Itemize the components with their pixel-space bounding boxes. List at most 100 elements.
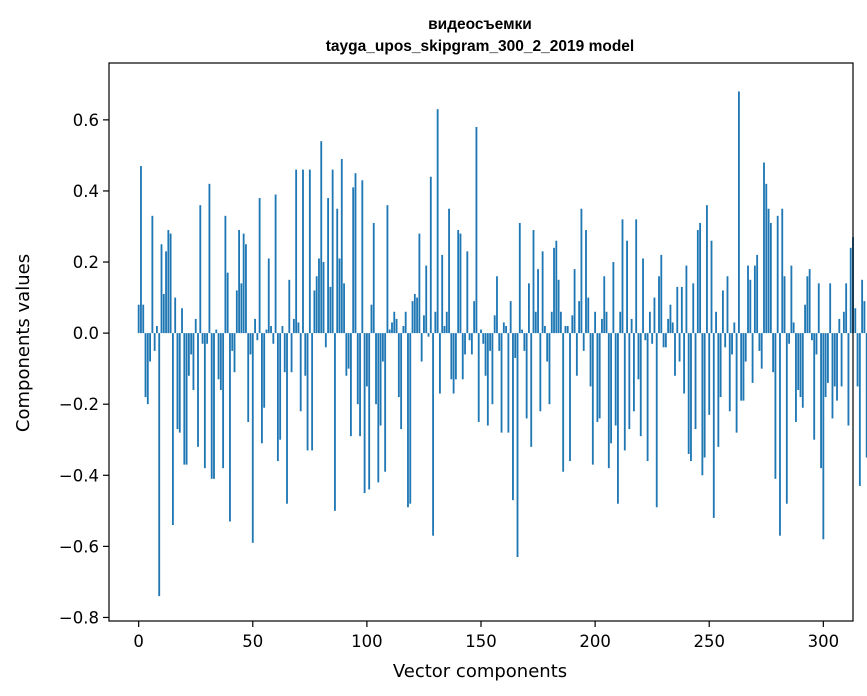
bar: [683, 333, 686, 394]
bar: [279, 333, 282, 440]
bar: [801, 333, 804, 408]
y-tick-label: 0.6: [73, 111, 99, 130]
bar: [439, 333, 441, 394]
x-tick-label: 150: [465, 632, 497, 651]
bar: [678, 333, 681, 362]
bar: [722, 290, 724, 334]
bar: [566, 326, 569, 334]
bar: [646, 333, 649, 462]
bar: [708, 333, 711, 415]
bar: [286, 333, 288, 504]
bar: [466, 251, 469, 334]
bar: [238, 230, 240, 334]
bar: [569, 333, 571, 462]
bar: [418, 233, 421, 334]
bar: [224, 215, 227, 334]
bar: [267, 258, 270, 334]
bar: [217, 333, 220, 380]
bar: [297, 322, 300, 334]
bar: [676, 286, 679, 334]
bar: [377, 333, 380, 483]
bar: [607, 333, 610, 469]
bar: [174, 297, 177, 334]
bar: [690, 333, 692, 462]
bar: [758, 333, 761, 351]
bar: [573, 269, 576, 334]
bar-series: [137, 91, 867, 597]
bar: [767, 208, 770, 334]
bar: [831, 333, 834, 419]
bar: [847, 333, 850, 426]
y-tick-label: 0.2: [73, 253, 99, 272]
bar: [753, 265, 756, 334]
bar: [856, 333, 859, 387]
bar: [334, 333, 336, 511]
bar: [543, 326, 546, 334]
bar: [498, 333, 501, 351]
bar: [459, 233, 462, 334]
bar: [413, 294, 416, 334]
bar: [596, 333, 599, 422]
bar: [388, 329, 391, 334]
bar: [206, 333, 209, 344]
bar: [735, 333, 738, 433]
bar: [726, 276, 729, 334]
bar: [379, 333, 382, 426]
bar: [452, 333, 455, 394]
bar: [372, 222, 375, 334]
bar: [153, 333, 156, 351]
y-tick-label: −0.6: [59, 537, 99, 556]
bar: [514, 333, 517, 358]
bar: [601, 318, 603, 334]
bar: [295, 169, 298, 334]
bar: [747, 265, 749, 334]
bar: [523, 333, 526, 351]
bar: [653, 297, 656, 334]
bar: [525, 333, 528, 419]
chart-title-line1: видеосъемки: [428, 16, 532, 33]
bar: [795, 333, 797, 422]
bar: [308, 169, 311, 334]
bar: [445, 311, 448, 334]
bar: [694, 333, 697, 430]
bar: [283, 333, 286, 373]
bar: [865, 333, 867, 458]
bar: [553, 247, 555, 334]
bar: [557, 279, 560, 334]
bar: [822, 333, 825, 540]
bar: [199, 205, 202, 334]
bar: [548, 333, 551, 405]
bar: [623, 333, 626, 451]
bar: [336, 208, 339, 334]
bar: [165, 251, 167, 334]
bar: [685, 265, 688, 334]
bar: [815, 333, 818, 355]
bar: [849, 247, 852, 334]
bar: [327, 198, 330, 334]
bar: [416, 297, 419, 334]
y-tick-label: −0.8: [59, 608, 99, 627]
bar: [838, 318, 841, 334]
bar: [441, 254, 444, 334]
bar: [637, 333, 640, 380]
bar: [509, 301, 512, 334]
bar: [338, 258, 341, 334]
bar: [539, 333, 542, 412]
bar: [448, 208, 450, 334]
chart-title-line2: tayga_upos_skipgram_300_2_2019 model: [326, 38, 634, 55]
bar: [633, 333, 635, 412]
x-tick-label: 100: [351, 632, 383, 651]
bar: [585, 230, 587, 334]
bar: [434, 311, 437, 334]
bar: [352, 187, 355, 334]
bar: [541, 251, 544, 334]
bar: [251, 333, 254, 543]
bar: [160, 244, 163, 334]
bar: [313, 290, 316, 334]
bar: [265, 329, 268, 334]
bar: [863, 301, 866, 334]
bar: [528, 283, 530, 334]
bar: [470, 333, 473, 355]
bar: [582, 333, 585, 351]
bar: [274, 194, 277, 334]
